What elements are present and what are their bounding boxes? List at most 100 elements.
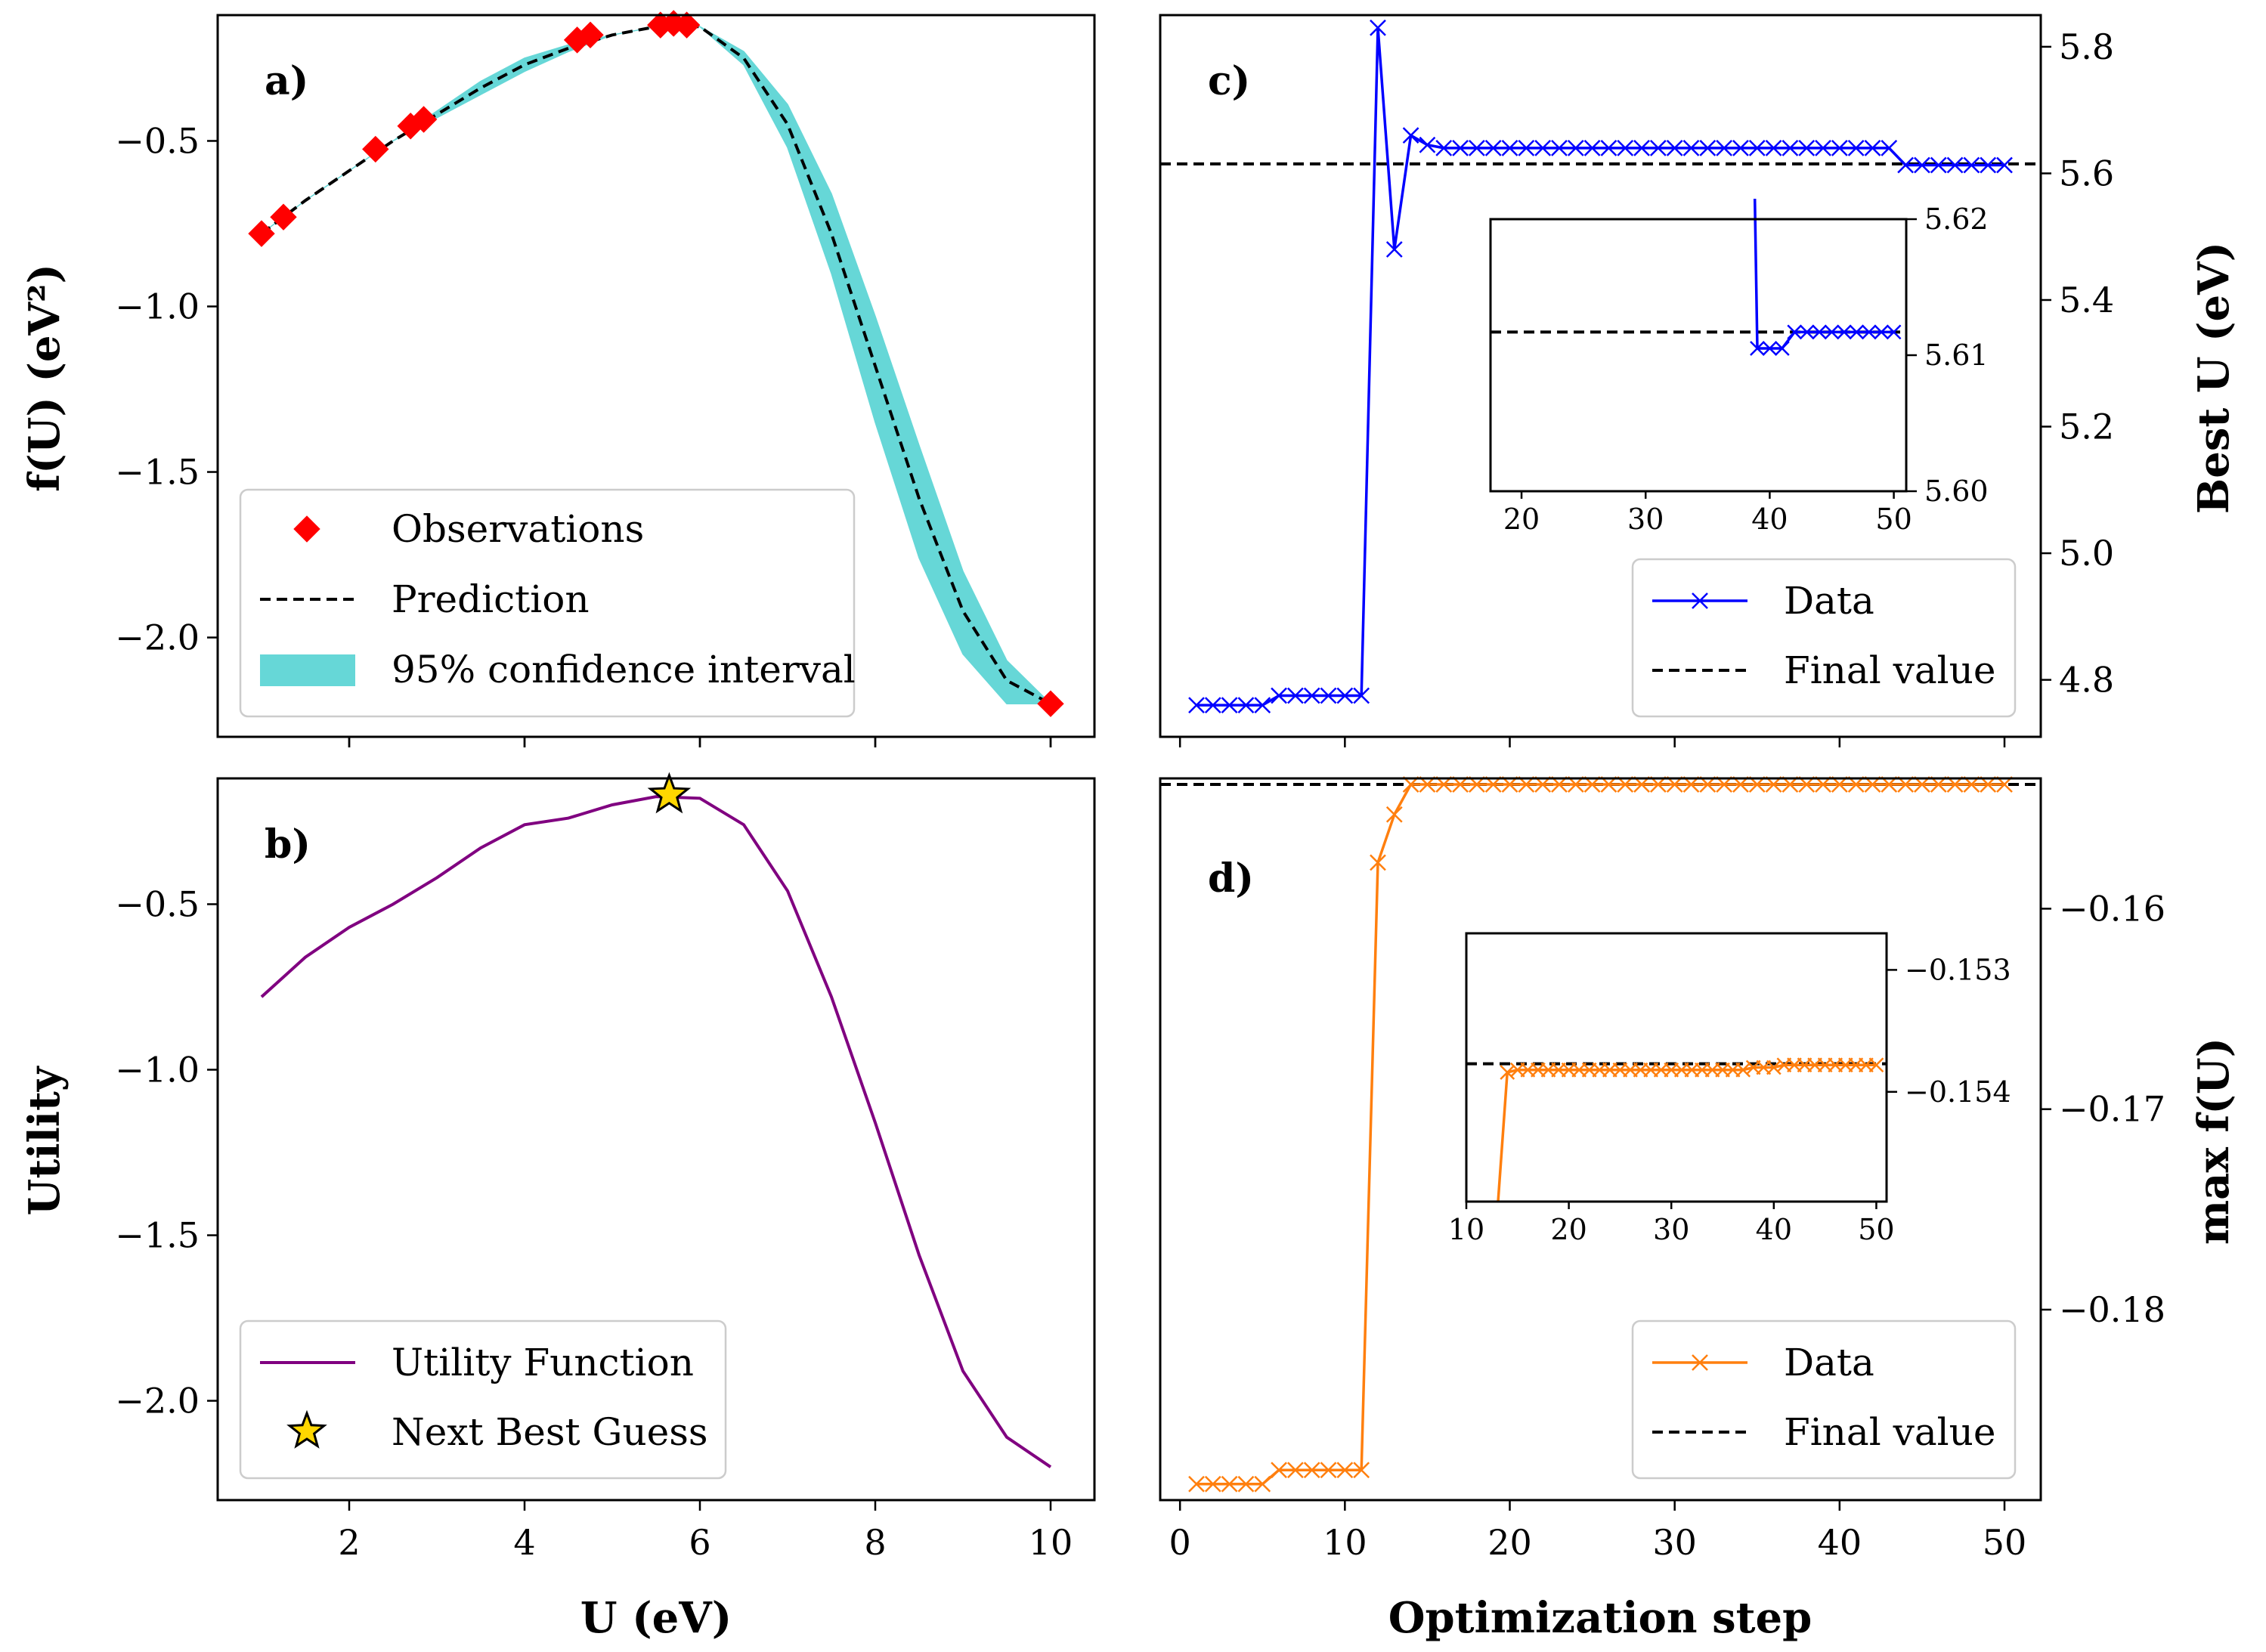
next-best-guess-star — [647, 772, 692, 814]
legend-best-label: Next Best Guess — [392, 1410, 708, 1454]
panel-d-y-tick-label: −0.18 — [2059, 1289, 2165, 1330]
legend-confidence-label: 95% confidence interval — [392, 648, 856, 691]
panel-c-data-marker — [1881, 140, 1898, 156]
panel-c-data-marker — [1831, 140, 1848, 156]
panel-d: −0.16 −0.17 −0.18 d) max f(U) 10 20 30 40 50 −0.15… — [1159, 776, 2239, 1643]
panel-d-y-tick-label: −0.17 — [2059, 1089, 2165, 1130]
panel-c-y-tick-label: 5.4 — [2059, 280, 2114, 320]
panel-d-x-tick-label: 40 — [1818, 1522, 1862, 1563]
panel-b-y-tick-label: −2.0 — [115, 1381, 200, 1422]
panel-c-y-tick-label: 5.8 — [2059, 26, 2114, 67]
panel-d-data-marker — [1188, 1475, 1205, 1493]
panel-c-inset-data-marker — [1787, 324, 1803, 340]
panel-a-y-tick-label: −2.0 — [115, 617, 200, 658]
panel-a-y-tick-label: −1.5 — [115, 452, 200, 493]
panel-c-inset-x-tick-label: 50 — [1875, 503, 1912, 536]
panel-c-inset-bg — [1491, 219, 1906, 491]
panel-d-data-marker — [1336, 1462, 1354, 1479]
panel-c-ylabel: Best U (eV) — [2189, 242, 2239, 514]
panel-d-xlabel: Optimization step — [1388, 1593, 1812, 1643]
panel-d-data-marker — [1370, 854, 1386, 871]
panel-c-data-marker — [1452, 140, 1469, 156]
panel-c-y-tick-label: 5.6 — [2059, 153, 2114, 193]
panel-d-data-marker — [1303, 1462, 1320, 1479]
panel-c-data-marker — [1980, 156, 1997, 174]
panel-c-data-marker — [1320, 687, 1337, 704]
panel-d-data-marker — [1254, 1475, 1271, 1493]
panel-d-data-marker — [1353, 1462, 1370, 1479]
observation-marker — [248, 220, 275, 247]
panel-c-inset-data-marker — [1812, 324, 1827, 340]
panel-c-data-marker — [1930, 156, 1947, 174]
panel-d-data-marker — [1385, 806, 1403, 823]
panel-d-inset-x-tick-label: 20 — [1550, 1213, 1587, 1246]
panel-c-data-marker — [1600, 140, 1617, 156]
panel-c-inset-data-marker — [1799, 324, 1815, 340]
panel-c-data-marker — [1468, 140, 1485, 156]
panel-c-data-marker — [1237, 697, 1255, 713]
panel-d-legend-data-label: Data — [1784, 1341, 1874, 1384]
panel-c-data-marker — [1419, 136, 1436, 153]
panel-c-data-marker — [1204, 697, 1221, 713]
panel-d-data-marker — [1287, 1462, 1304, 1479]
panel-b-axes-frame — [216, 777, 1096, 1502]
panel-a-y-tick-label: −0.5 — [115, 120, 200, 161]
panel-c: 4.8 5.0 5.2 5.4 5.6 5.8 c) Best U (eV) 20 30 40 50 5… — [1159, 14, 2239, 747]
panel-d-data-marker — [1271, 1462, 1287, 1479]
panel-b-y-tick-label: −1.5 — [115, 1215, 200, 1256]
panel-b: 2 4 6 8 10 −0.5 −1.0 −1.5 −2.0 b) Utility U (eV) Uti… — [20, 737, 1096, 1643]
panel-c-data-marker — [1518, 140, 1535, 156]
panel-d-legend-data-marker — [1692, 1354, 1708, 1371]
legend-observation-marker — [293, 515, 320, 543]
panel-d-inset-data-line — [1497, 1063, 1877, 1202]
panel-b-ylabel: Utility — [20, 1066, 70, 1215]
panel-c-inset-data-marker — [1886, 324, 1902, 340]
panel-c-data-marker — [1353, 687, 1370, 704]
legend-prediction-label: Prediction — [392, 577, 590, 621]
panel-c-data-marker — [1864, 140, 1881, 156]
panel-d-ylabel: max f(U) — [2189, 1038, 2239, 1245]
panel-c-data-marker — [1633, 140, 1650, 156]
panel-c-data-marker — [1963, 156, 1980, 174]
panel-c-data-marker — [1748, 140, 1766, 156]
panel-d-data-marker — [1204, 1475, 1221, 1493]
panel-c-data-marker — [1271, 687, 1287, 704]
panel-d-inset-y-tick-label: −0.153 — [1905, 953, 2011, 986]
panel-c-axes-frame — [1159, 14, 2042, 738]
panel-c-inset-data-marker — [1750, 341, 1765, 356]
observation-marker — [1037, 690, 1064, 717]
panel-d-x-tick-label: 10 — [1323, 1522, 1367, 1563]
legend-star — [286, 1409, 327, 1449]
panel-c-inset-data-marker — [1774, 341, 1790, 356]
panel-d-data-marker — [1237, 1475, 1255, 1493]
panel-d-x-tick-label: 20 — [1487, 1522, 1532, 1563]
panel-c-data-marker — [1798, 140, 1816, 156]
panel-b-y-tick-label: −0.5 — [115, 883, 200, 924]
panel-c-data-marker — [1435, 140, 1453, 156]
panel-b-y-tick-label: −1.0 — [115, 1050, 200, 1091]
panel-c-data-marker — [1534, 140, 1552, 156]
panel-c-inset-x-tick-label: 30 — [1627, 503, 1664, 536]
observation-marker — [577, 21, 604, 48]
panel-c-inset-data-marker — [1874, 324, 1890, 340]
panel-d-inset-x-tick-label: 50 — [1858, 1213, 1894, 1246]
panel-c-data-marker — [1501, 140, 1518, 156]
panel-c-legend-data-label: Data — [1784, 579, 1874, 623]
panel-d-inset-y-tick-label: −0.154 — [1905, 1075, 2011, 1109]
panel-c-label: c) — [1208, 58, 1250, 104]
panel-b-x-tick-label: 2 — [338, 1522, 360, 1563]
panel-b-legend — [239, 1319, 727, 1480]
panel-d-data-line — [1196, 783, 2004, 1486]
legend-utility-label: Utility Function — [392, 1341, 694, 1384]
panel-c-data-marker — [1402, 127, 1419, 144]
panel-c-data-marker — [1815, 140, 1831, 156]
panel-c-data-marker — [1221, 697, 1238, 713]
panel-c-data-marker — [1716, 140, 1733, 156]
panel-c-data-marker — [1287, 687, 1304, 704]
panel-c-data-marker — [1699, 140, 1717, 156]
observation-marker — [673, 11, 701, 39]
panel-c-data-marker — [1567, 140, 1584, 156]
panel-d-x-tick-label: 30 — [1652, 1522, 1697, 1563]
panel-b-x-tick-label: 4 — [513, 1522, 535, 1563]
